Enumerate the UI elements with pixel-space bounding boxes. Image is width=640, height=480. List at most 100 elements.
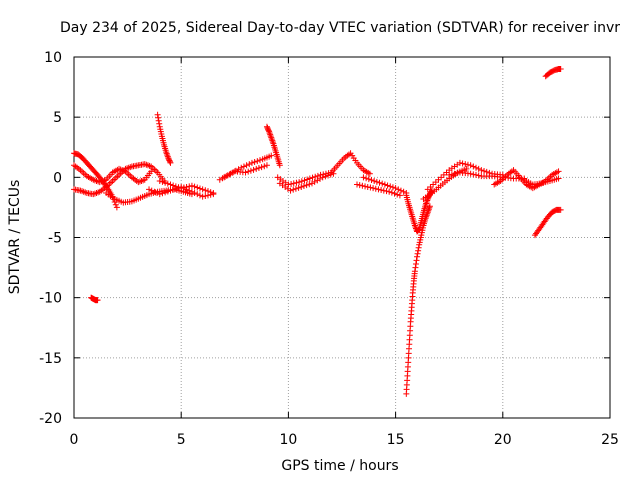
y-tick-label: 5 xyxy=(53,110,62,126)
data-point xyxy=(159,178,166,185)
data-point xyxy=(467,162,474,169)
data-point xyxy=(378,186,385,193)
series-arc-16 xyxy=(354,181,403,199)
series-arc-9 xyxy=(216,152,275,183)
series-arc-6 xyxy=(154,111,174,166)
data-point xyxy=(263,162,270,169)
data-point xyxy=(446,171,453,178)
data-point xyxy=(325,172,332,179)
data-point xyxy=(250,166,257,173)
data-point xyxy=(164,180,171,187)
data-point xyxy=(415,247,422,254)
data-point xyxy=(473,164,479,171)
data-point xyxy=(364,183,371,190)
data-point xyxy=(388,189,395,196)
y-tick-label: -15 xyxy=(39,351,62,367)
x-tick-label: 15 xyxy=(387,432,405,448)
data-point xyxy=(379,180,386,187)
data-point xyxy=(175,184,182,191)
data-point xyxy=(186,183,193,190)
data-point xyxy=(394,191,401,198)
data-point xyxy=(162,179,169,186)
data-point xyxy=(261,163,268,170)
data-point xyxy=(304,176,311,183)
data-point xyxy=(167,181,174,188)
data-point xyxy=(188,188,195,195)
data-point xyxy=(194,191,201,198)
data-point xyxy=(167,159,174,166)
data-point xyxy=(210,189,217,196)
data-point xyxy=(155,117,162,124)
data-point xyxy=(365,176,372,183)
data-point xyxy=(412,264,419,271)
data-point xyxy=(301,177,308,184)
data-point xyxy=(199,193,206,200)
data-point xyxy=(253,165,260,172)
data-point xyxy=(370,185,377,192)
data-point xyxy=(258,164,265,171)
data-point xyxy=(285,181,292,188)
data-point xyxy=(276,162,283,169)
data-point xyxy=(309,174,316,181)
data-point xyxy=(156,177,163,184)
data-point xyxy=(415,226,422,233)
data-point xyxy=(396,192,403,199)
data-point xyxy=(246,161,253,168)
data-point xyxy=(451,170,458,177)
data-point xyxy=(293,179,300,186)
data-point xyxy=(148,187,155,194)
y-tick-label: -20 xyxy=(39,411,62,427)
data-point xyxy=(467,170,474,177)
data-point xyxy=(296,179,303,186)
data-point xyxy=(557,66,564,73)
y-tick-label: 10 xyxy=(44,50,62,66)
data-point xyxy=(243,162,250,169)
data-point xyxy=(415,244,422,251)
x-tick-label: 0 xyxy=(70,432,79,448)
data-point xyxy=(162,189,169,196)
x-tick-label: 20 xyxy=(494,432,512,448)
data-point xyxy=(395,186,402,193)
y-tick-label: -10 xyxy=(39,291,62,307)
data-point xyxy=(475,172,482,179)
data-point xyxy=(178,185,185,192)
data-point xyxy=(146,186,153,193)
data-point xyxy=(463,165,470,172)
data-point xyxy=(151,188,158,195)
data-point xyxy=(555,168,562,175)
data-point xyxy=(247,167,254,174)
series-arc-10 xyxy=(221,162,270,181)
data-point xyxy=(454,170,461,177)
data-point xyxy=(199,186,206,193)
data-point xyxy=(473,171,479,178)
data-point xyxy=(290,180,297,187)
data-point xyxy=(392,185,399,192)
series-arc-4 xyxy=(88,294,101,304)
data-point xyxy=(166,158,173,165)
data-point xyxy=(459,160,466,167)
series-arc-18 xyxy=(403,203,433,397)
data-point xyxy=(470,163,477,170)
data-point xyxy=(557,206,564,213)
data-point xyxy=(180,184,187,191)
data-point xyxy=(359,182,366,189)
data-point xyxy=(191,189,198,196)
data-point xyxy=(242,169,249,176)
data-point xyxy=(287,187,294,194)
data-point xyxy=(412,260,419,267)
x-tick-label: 5 xyxy=(177,432,186,448)
data-point xyxy=(413,257,420,264)
data-point xyxy=(256,157,263,164)
data-point xyxy=(555,175,562,182)
data-point xyxy=(156,120,163,127)
data-point xyxy=(376,179,383,186)
data-points xyxy=(71,66,564,397)
y-tick-label: 0 xyxy=(53,170,62,186)
x-tick-label: 10 xyxy=(279,432,297,448)
data-point xyxy=(154,189,161,196)
data-point xyxy=(362,183,369,190)
data-point xyxy=(375,186,382,193)
data-point xyxy=(322,173,329,180)
data-point xyxy=(255,165,262,172)
data-point xyxy=(470,171,477,178)
